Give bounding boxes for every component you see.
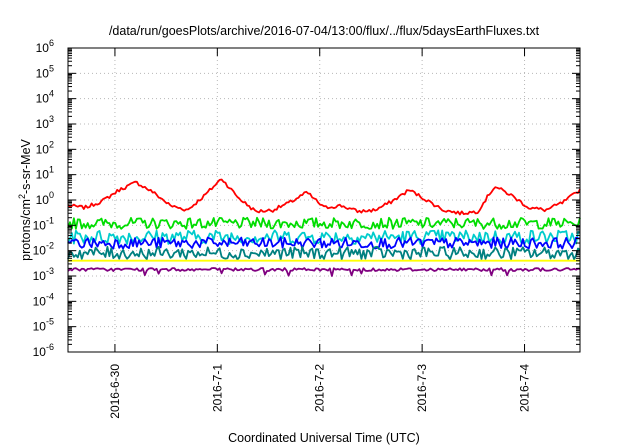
- y-tick-base: 10: [36, 142, 50, 156]
- y-tick-exponent: -4: [46, 291, 54, 301]
- y-tick-label: 105: [36, 63, 54, 80]
- series-line-3: [67, 236, 581, 250]
- x-tick-label: 2016-7-4: [518, 364, 532, 412]
- x-tick-label: 2016-7-2: [313, 364, 327, 412]
- y-tick-exponent: -2: [46, 241, 54, 251]
- x-tick-label: 2016-7-1: [210, 364, 224, 412]
- y-tick-base: 10: [33, 269, 47, 283]
- y-tick-exponent: 6: [49, 38, 54, 48]
- y-tick-exponent: -5: [46, 317, 54, 327]
- y-tick-label: 10-4: [33, 291, 54, 308]
- series-line-4: [67, 245, 581, 261]
- y-tick-label: 103: [36, 114, 54, 131]
- y-tick-label: 101: [36, 165, 54, 182]
- y-axis-label-exponent: 2: [17, 194, 27, 199]
- y-tick-exponent: 0: [49, 190, 54, 200]
- x-tick-label: 2016-6-30: [108, 364, 122, 419]
- y-tick-exponent: -1: [46, 215, 54, 225]
- y-axis-label: protons/cm2-s-sr-MeV: [17, 138, 33, 260]
- y-tick-label: 10-2: [33, 241, 54, 258]
- series-layer: [67, 178, 581, 277]
- y-tick-base: 10: [36, 193, 50, 207]
- y-tick-base: 10: [33, 345, 47, 359]
- y-axis-label-part1: protons/cm: [19, 199, 33, 261]
- y-tick-label: 10-6: [33, 342, 54, 359]
- series-line-6: [67, 267, 581, 277]
- y-tick-label: 10-3: [33, 266, 54, 283]
- series-line-0: [67, 178, 581, 216]
- y-tick-label: 104: [36, 89, 54, 106]
- grid: [68, 48, 580, 352]
- y-tick-base: 10: [33, 244, 47, 258]
- y-tick-label: 10-5: [33, 317, 54, 334]
- y-tick-label: 100: [36, 190, 54, 207]
- series-line-2: [67, 229, 581, 245]
- y-tick-base: 10: [36, 168, 50, 182]
- y-tick-labels: 10-610-510-410-310-210-11001011021031041…: [33, 38, 54, 359]
- tick-marks: [68, 47, 580, 353]
- y-tick-exponent: 4: [49, 89, 54, 99]
- y-tick-label: 102: [36, 139, 54, 156]
- y-tick-exponent: 5: [49, 63, 54, 73]
- y-tick-base: 10: [36, 117, 50, 131]
- y-tick-base: 10: [33, 320, 47, 334]
- y-tick-base: 10: [33, 294, 47, 308]
- y-axis-label-part2: -s-sr-MeV: [19, 138, 33, 194]
- y-tick-base: 10: [36, 41, 50, 55]
- x-tick-labels: 2016-6-30 2016-7-1 2016-7-2 2016-7-3 2016-7-…: [108, 364, 532, 419]
- y-tick-label: 10-1: [33, 215, 54, 232]
- x-axis-label: Coordinated Universal Time (UTC): [228, 431, 420, 445]
- y-tick-base: 10: [33, 218, 47, 232]
- y-tick-base: 10: [36, 92, 50, 106]
- y-tick-exponent: -3: [46, 266, 54, 276]
- y-tick-exponent: 3: [49, 114, 54, 124]
- y-tick-base: 10: [36, 66, 50, 80]
- chart-title: /data/run/goesPlots/archive/2016-07-04/1…: [109, 24, 540, 38]
- y-tick-exponent: 1: [49, 165, 54, 175]
- series-line-1: [67, 216, 581, 230]
- y-tick-exponent: 2: [49, 139, 54, 149]
- y-tick-label: 106: [36, 38, 54, 55]
- y-tick-exponent: -6: [46, 342, 54, 352]
- x-tick-label: 2016-7-3: [415, 364, 429, 412]
